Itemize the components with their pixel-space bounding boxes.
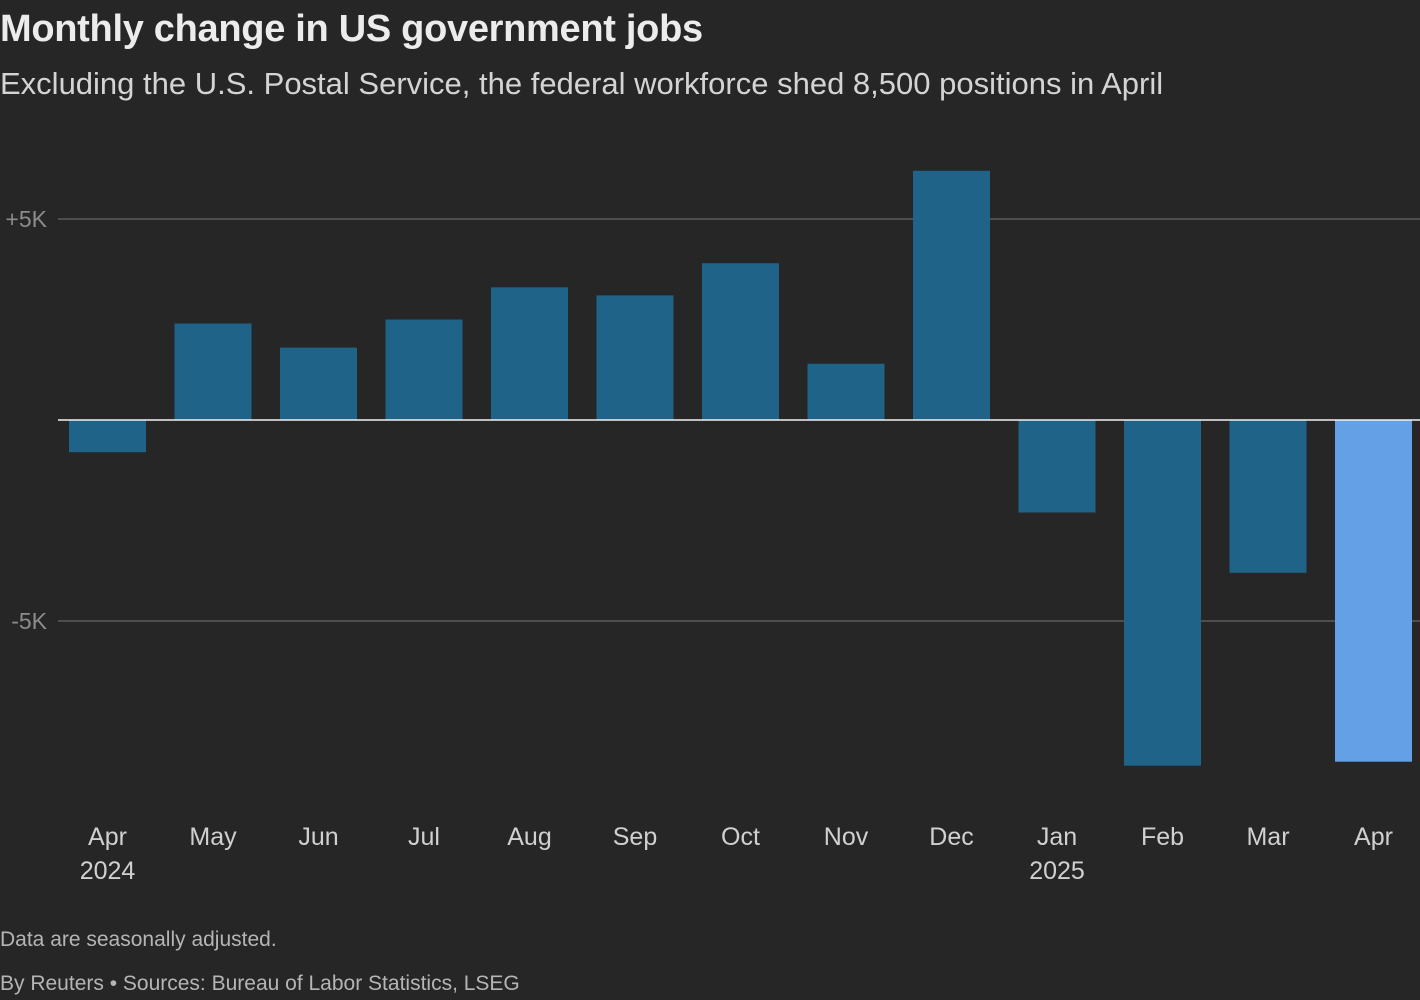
bar-2 — [280, 348, 357, 420]
bar-11 — [1230, 420, 1307, 573]
x-tick-label-10: Feb — [1141, 823, 1184, 851]
footnote: Data are seasonally adjusted. — [0, 928, 277, 952]
x-tick-label-3: Jul — [408, 823, 440, 851]
x-tick-label-5: Sep — [613, 823, 657, 851]
bar-10 — [1124, 420, 1201, 766]
bar-3 — [386, 320, 463, 421]
bar-5 — [597, 295, 674, 420]
category-labels: Apr 2024 May Jun Jul Aug Sep Oct Nov Dec Jan 2025 Fe… — [80, 823, 1393, 885]
x-tick-label-4: Aug — [507, 823, 551, 851]
x-tick-label-0: Apr — [88, 823, 127, 851]
bar-chart: +5K -5K Apr 2024 May Jun Jul Aug Sep Oct Nov Dec Ja… — [0, 0, 1420, 1000]
x-tick-label-12: Apr — [1354, 823, 1393, 851]
x-year-label-9: 2025 — [1029, 857, 1085, 885]
bar-8 — [913, 171, 990, 420]
bars — [69, 171, 1412, 766]
bar-0 — [69, 420, 146, 452]
bar-4 — [491, 287, 568, 420]
x-year-label-0: 2024 — [80, 857, 136, 885]
x-tick-label-6: Oct — [721, 823, 760, 851]
bar-6 — [702, 263, 779, 420]
bar-12 — [1335, 420, 1412, 762]
x-tick-label-1: May — [189, 823, 237, 851]
x-tick-label-9: Jan — [1037, 823, 1077, 851]
bar-1 — [175, 324, 252, 421]
x-tick-label-11: Mar — [1246, 823, 1289, 851]
y-tick-label-0: +5K — [5, 206, 47, 232]
x-tick-label-2: Jun — [298, 823, 338, 851]
bar-9 — [1019, 420, 1096, 513]
y-tick-label-1: -5K — [11, 608, 47, 634]
x-tick-label-8: Dec — [929, 823, 973, 851]
x-tick-label-7: Nov — [824, 823, 869, 851]
source-line: By Reuters • Sources: Bureau of Labor St… — [0, 972, 520, 996]
bar-7 — [808, 364, 885, 420]
